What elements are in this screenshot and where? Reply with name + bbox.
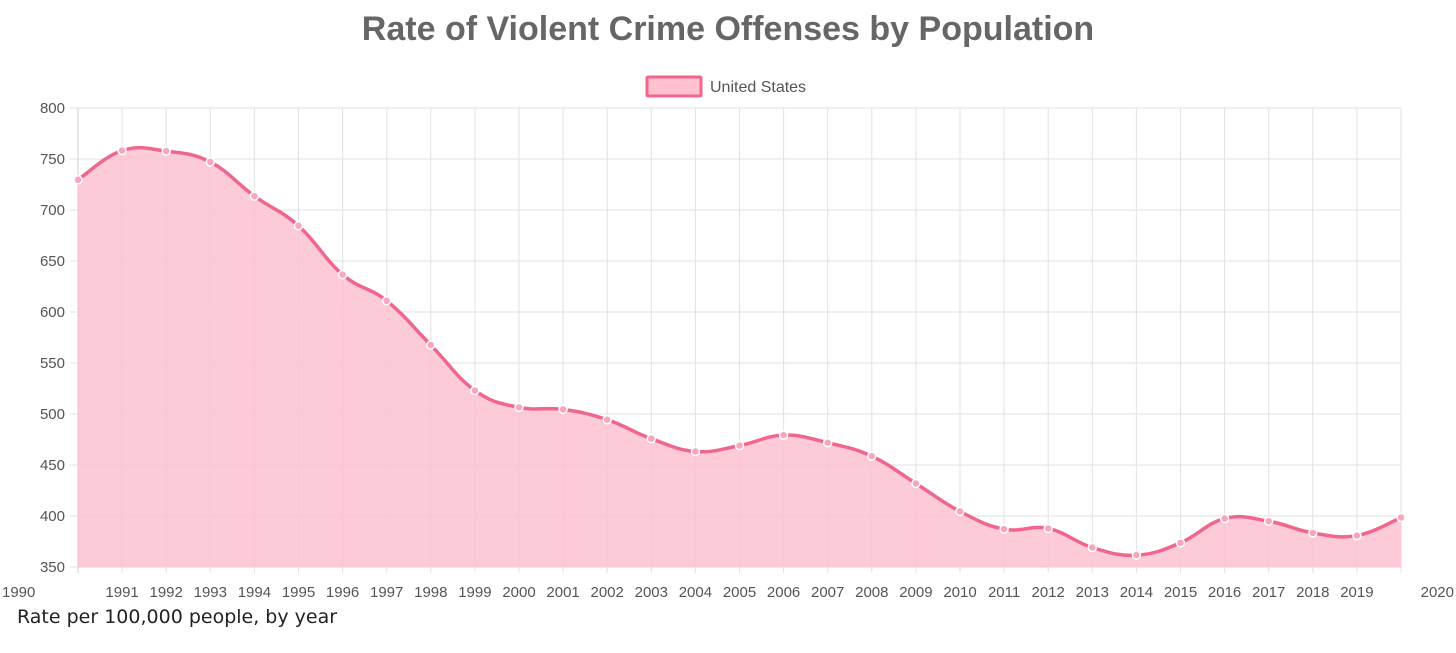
data-point-1997[interactable] bbox=[381, 296, 392, 306]
legend[interactable]: United States bbox=[645, 75, 806, 98]
x-tick-label: 2016 bbox=[1208, 584, 1241, 601]
x-tick-label: 2017 bbox=[1252, 584, 1285, 601]
x-tick-label: 1992 bbox=[150, 584, 183, 601]
x-tick-label: 1990 bbox=[2, 584, 35, 601]
y-tick-label: 600 bbox=[40, 304, 65, 321]
data-point-2020[interactable] bbox=[1396, 512, 1406, 523]
data-point-2010[interactable] bbox=[955, 506, 965, 517]
y-tick-label: 800 bbox=[40, 100, 65, 117]
x-tick-label: 2019 bbox=[1340, 584, 1373, 601]
data-point-2018[interactable] bbox=[1308, 528, 1318, 538]
y-tick-label: 750 bbox=[40, 151, 65, 168]
series-area-united-states bbox=[78, 147, 1401, 567]
x-tick-label: 1998 bbox=[414, 584, 447, 601]
x-tick-label: 2005 bbox=[723, 584, 756, 601]
x-tick-label: 2011 bbox=[988, 584, 1020, 601]
y-tick-label: 700 bbox=[40, 202, 65, 219]
data-point-1991[interactable] bbox=[117, 145, 127, 156]
y-tick-label: 650 bbox=[40, 253, 65, 270]
x-tick-label: 2008 bbox=[855, 584, 888, 601]
x-tick-label: 2004 bbox=[679, 584, 712, 601]
y-tick-label: 500 bbox=[40, 406, 65, 423]
x-tick-label: 2020 bbox=[1421, 584, 1454, 601]
data-point-2005[interactable] bbox=[734, 440, 745, 451]
y-tick-label: 550 bbox=[40, 355, 65, 372]
legend-swatch[interactable] bbox=[645, 75, 703, 98]
x-tick-label: 1995 bbox=[282, 584, 315, 601]
x-tick-label: 2000 bbox=[502, 584, 535, 601]
x-tick-label: 2012 bbox=[1032, 584, 1065, 601]
x-tick-label: 2015 bbox=[1164, 584, 1197, 601]
data-point-2017[interactable] bbox=[1263, 516, 1274, 526]
x-tick-label: 1997 bbox=[370, 584, 403, 601]
data-point-1995[interactable] bbox=[293, 221, 304, 231]
x-tick-label: 1994 bbox=[238, 584, 271, 601]
x-tick-label: 2006 bbox=[767, 584, 800, 601]
x-tick-label: 2007 bbox=[811, 584, 844, 601]
x-tick-label: 2002 bbox=[591, 584, 624, 601]
data-point-2000[interactable] bbox=[514, 402, 524, 413]
x-tick-label: 2003 bbox=[635, 584, 668, 601]
x-axis-ticks: 1990 1991 1992 1993 1994 1995 1996 1997 1998 1999… bbox=[2, 584, 1454, 601]
data-point-2015[interactable] bbox=[1175, 538, 1186, 548]
x-tick-label: 2009 bbox=[899, 584, 932, 601]
x-tick-label: 2018 bbox=[1296, 584, 1329, 601]
data-point-2006[interactable] bbox=[778, 430, 789, 440]
data-point-2016[interactable] bbox=[1219, 513, 1230, 524]
data-point-1990[interactable] bbox=[73, 175, 83, 185]
data-point-2019[interactable] bbox=[1352, 530, 1362, 541]
data-point-1998[interactable] bbox=[426, 340, 436, 350]
x-tick-label: 2014 bbox=[1120, 584, 1153, 601]
data-point-2002[interactable] bbox=[602, 414, 612, 425]
data-point-1992[interactable] bbox=[161, 146, 171, 156]
x-tick-label: 2010 bbox=[943, 584, 976, 601]
data-points bbox=[73, 145, 1406, 560]
y-axis-ticks: 350 400 450 500 550 600 650 700 750 800 bbox=[40, 100, 65, 576]
x-tick-label: 2013 bbox=[1076, 584, 1109, 601]
data-point-2004[interactable] bbox=[690, 446, 701, 457]
data-point-2013[interactable] bbox=[1087, 542, 1098, 553]
data-point-1993[interactable] bbox=[205, 157, 216, 167]
legend-label[interactable]: United States bbox=[710, 79, 806, 96]
data-point-2011[interactable] bbox=[999, 524, 1009, 534]
data-point-2009[interactable] bbox=[911, 478, 921, 489]
data-point-1999[interactable] bbox=[470, 385, 480, 396]
data-point-2014[interactable] bbox=[1131, 550, 1142, 560]
chart-title: Rate of Violent Crime Offenses by Popula… bbox=[362, 10, 1094, 48]
x-tick-label: 1996 bbox=[326, 584, 359, 601]
chart-caption: Rate per 100,000 people, by year bbox=[17, 606, 338, 628]
x-tick-label: 2001 bbox=[546, 584, 579, 601]
x-tick-label: 1999 bbox=[458, 584, 491, 601]
y-tick-label: 400 bbox=[40, 508, 65, 525]
data-point-1994[interactable] bbox=[249, 191, 260, 201]
data-point-2012[interactable] bbox=[1043, 523, 1053, 534]
y-tick-label: 450 bbox=[40, 457, 65, 474]
y-tick-label: 350 bbox=[40, 559, 65, 576]
x-tick-label: 1991 bbox=[105, 584, 138, 601]
data-point-2001[interactable] bbox=[558, 404, 568, 415]
data-point-2003[interactable] bbox=[646, 433, 657, 444]
data-point-2007[interactable] bbox=[822, 438, 833, 448]
data-point-1996[interactable] bbox=[337, 269, 348, 280]
data-point-2008[interactable] bbox=[867, 451, 877, 461]
x-tick-label: 1993 bbox=[194, 584, 227, 601]
